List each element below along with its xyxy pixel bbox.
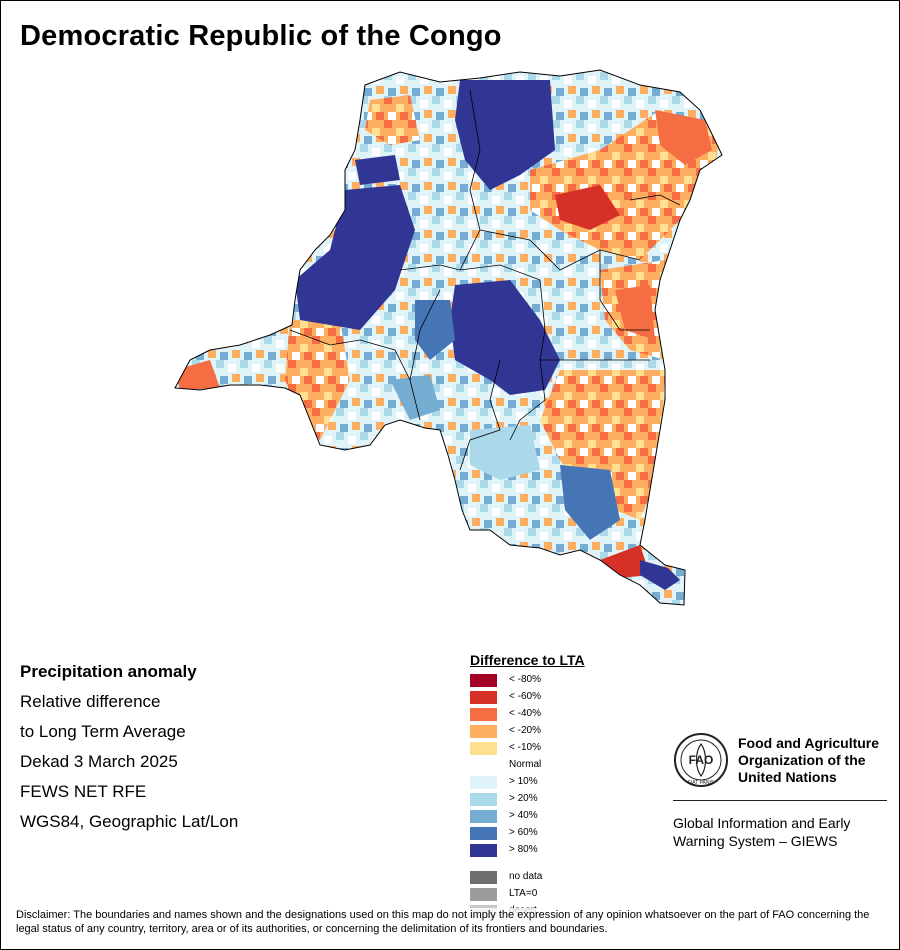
dry-core-east (615, 285, 655, 340)
info-line-5: WGS84, Geographic Lat/Lon (20, 812, 239, 831)
wet-zone-north (455, 80, 555, 190)
legend-class-swatch (470, 776, 497, 789)
legend-class-row: > 80% (470, 842, 630, 859)
legend-class-row: < -40% (470, 706, 630, 723)
dry-core-far-northeast (655, 110, 712, 165)
fao-logo-text: FAO (689, 753, 714, 767)
giews-name: Global Information and Early Warning Sys… (673, 814, 888, 850)
fao-logo-motto: FIAT PANIS (688, 780, 715, 786)
legend-classes: < -80% < -60% < -40% < -20% < -10% Normal > 10… (470, 672, 630, 859)
wet-zone-west-central (295, 185, 415, 330)
legend-extra-label: LTA=0 (509, 888, 538, 899)
legend-class-row: < -80% (470, 672, 630, 689)
dry-zone-southeast (540, 370, 665, 520)
info-line-3: Dekad 3 March 2025 (20, 752, 178, 771)
wet-zone-north-west (355, 155, 400, 185)
legend-extra-label: no data (509, 871, 543, 882)
legend-extra-swatch (470, 871, 497, 884)
fao-name-line-3: United Nations (738, 769, 837, 785)
legend-class-row: > 10% (470, 774, 630, 791)
legend-class-swatch (470, 827, 497, 840)
wet-zone-south-tip (640, 560, 680, 590)
legend-class-row: < -10% (470, 740, 630, 757)
fao-name-line-1: Food and Agriculture (738, 735, 880, 751)
legend-class-row: > 60% (470, 825, 630, 842)
legend-class-swatch (470, 844, 497, 857)
map-info: Precipitation anomaly Relative differenc… (20, 657, 238, 837)
legend-class-row: > 40% (470, 808, 630, 825)
legend-class-swatch (470, 708, 497, 721)
legend-class-label: > 80% (509, 844, 538, 855)
legend-class-label: > 40% (509, 810, 538, 821)
legend-class-label: < -40% (509, 708, 541, 719)
legend-class-swatch (470, 691, 497, 704)
dry-core-northeast (555, 185, 620, 230)
wet-zone-central-west (415, 300, 455, 360)
legend-class-swatch (470, 759, 497, 772)
legend-class-row: > 20% (470, 791, 630, 808)
legend-class-label: < -20% (509, 725, 541, 736)
legend-class-label: > 10% (509, 776, 538, 787)
legend-class-label: < -60% (509, 691, 541, 702)
legend-class-row: < -20% (470, 723, 630, 740)
legend-class-swatch (470, 674, 497, 687)
info-line-2: to Long Term Average (20, 722, 186, 741)
info-line-4: FEWS NET RFE (20, 782, 147, 801)
legend-class-label: > 60% (509, 827, 538, 838)
legend-title: Difference to LTA (470, 652, 585, 668)
legend-class-swatch (470, 793, 497, 806)
legend-class-row: < -60% (470, 689, 630, 706)
legend-class-label: Normal (509, 759, 542, 770)
country-outline (174, 69, 723, 606)
fao-logo-icon: FAO FIAT PANIS (674, 733, 728, 787)
legend-class-swatch (470, 725, 497, 738)
legend-class-label: > 20% (509, 793, 538, 804)
fao-name: Food and Agriculture Organization of the… (738, 735, 898, 786)
legend-extra-row: LTA=0 (470, 886, 630, 903)
legend-extra-swatch (470, 888, 497, 901)
legend-class-label: < -10% (509, 742, 541, 753)
wet-zone-south (560, 465, 620, 540)
info-heading: Precipitation anomaly (20, 662, 197, 681)
fao-name-line-2: Organization of the (738, 752, 866, 768)
province-boundaries (289, 89, 681, 471)
legend-class-swatch (470, 810, 497, 823)
map-title: Democratic Republic of the Congo (20, 20, 502, 52)
wet-zone-central (450, 280, 560, 395)
wet-zone-southwest (390, 375, 440, 420)
legend-class-row: Normal (470, 757, 630, 774)
wet-zone-kasai (470, 425, 540, 480)
disclaimer: Disclaimer: The boundaries and names sho… (16, 908, 886, 936)
legend: Difference to LTA < -80% < -60% < -40% < -2… (470, 652, 630, 920)
fao-divider (673, 800, 887, 801)
info-line-1: Relative difference (20, 692, 161, 711)
legend-class-swatch (470, 742, 497, 755)
precipitation-anomaly-map (174, 69, 723, 606)
legend-extra-row: no data (470, 869, 630, 886)
dry-zone-northwest (365, 95, 420, 145)
legend-class-label: < -80% (509, 674, 541, 685)
giews-line-1: Global Information and Early (673, 815, 851, 831)
giews-line-2: Warning System – GIEWS (673, 833, 838, 849)
